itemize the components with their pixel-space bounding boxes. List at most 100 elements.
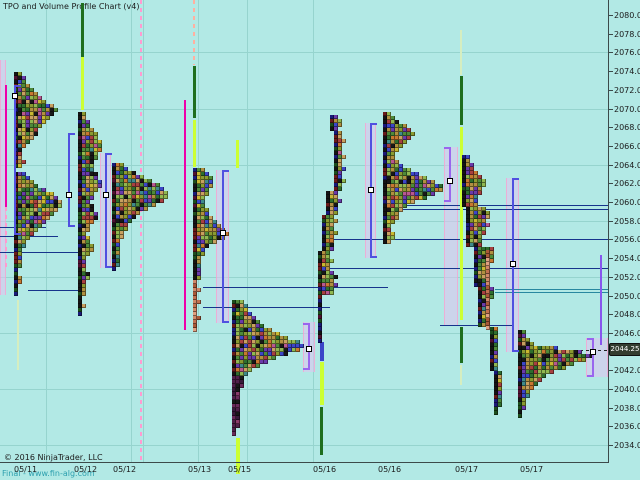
- tpo-cell: [116, 243, 120, 247]
- session-range-line[interactable]: [320, 407, 323, 455]
- tpo-cell: [42, 216, 46, 220]
- session-range-line[interactable]: [236, 438, 240, 474]
- session-range-line[interactable]: [460, 76, 463, 125]
- tpo-cell: [431, 180, 435, 184]
- tpo-cell: [201, 180, 205, 184]
- tpo-cell: [34, 192, 38, 196]
- naked-level-ray[interactable]: [440, 325, 512, 326]
- tpo-cell: [383, 228, 387, 232]
- session-range-line[interactable]: [193, 66, 196, 118]
- tpo-cell: [94, 140, 98, 144]
- tpo-cell: [22, 84, 26, 88]
- tpo-cell: [387, 216, 391, 220]
- tpo-cell: [395, 148, 399, 152]
- naked-level-ray[interactable]: [390, 208, 608, 210]
- price-tick-label: 2056.00: [614, 235, 640, 245]
- tpo-cell: [78, 232, 82, 236]
- tpo-cell: [112, 207, 116, 211]
- tpo-cell: [318, 327, 322, 331]
- session-range-line[interactable]: [460, 327, 463, 363]
- bracket-midpoint-marker[interactable]: [306, 346, 312, 352]
- tpo-cell: [236, 300, 240, 304]
- tpo-cell: [232, 408, 236, 412]
- tpo-cell: [26, 88, 30, 92]
- tpo-cell: [78, 172, 82, 176]
- naked-level-ray[interactable]: [327, 268, 608, 269]
- price-tick-label: 2072.00: [614, 85, 640, 95]
- session-range-line[interactable]: [320, 342, 324, 361]
- tpo-cell: [140, 187, 144, 191]
- naked-level-ray[interactable]: [28, 290, 82, 291]
- bracket-midpoint-marker[interactable]: [103, 192, 109, 198]
- tpo-cell: [427, 188, 431, 192]
- tpo-cell: [244, 340, 248, 344]
- tpo-cell: [116, 207, 120, 211]
- tpo-cell: [197, 228, 201, 232]
- session-range-line[interactable]: [184, 100, 186, 330]
- tpo-cell: [78, 120, 82, 124]
- tpo-cell: [30, 192, 34, 196]
- price-tick: [608, 220, 613, 222]
- bracket-midpoint-marker[interactable]: [12, 93, 18, 99]
- bracket-midpoint-marker[interactable]: [447, 178, 453, 184]
- naked-level-ray[interactable]: [0, 252, 81, 253]
- value-area-ray[interactable]: [495, 288, 608, 290]
- session-range-line[interactable]: [193, 0, 195, 65]
- bracket-midpoint-marker[interactable]: [368, 187, 374, 193]
- tpo-cell: [415, 192, 419, 196]
- session-range-line[interactable]: [600, 255, 602, 345]
- tpo-cell: [54, 196, 58, 200]
- tpo-cell: [534, 382, 538, 386]
- tpo-cell: [391, 164, 395, 168]
- session-range-line[interactable]: [140, 0, 142, 462]
- session-range-line[interactable]: [460, 365, 462, 385]
- tpo-cell: [478, 183, 482, 187]
- session-range-line[interactable]: [320, 362, 324, 405]
- tpo-cell: [78, 200, 82, 204]
- naked-level-ray[interactable]: [390, 205, 608, 206]
- bracket-midpoint-marker[interactable]: [590, 349, 596, 355]
- tpo-cell: [236, 344, 240, 348]
- tpo-cell: [50, 208, 54, 212]
- tpo-cell: [232, 356, 236, 360]
- session-range-line[interactable]: [81, 57, 84, 110]
- tpo-cell: [152, 191, 156, 195]
- tpo-cell: [86, 128, 90, 132]
- tpo-cell: [82, 304, 86, 308]
- tpo-cell: [252, 320, 256, 324]
- tpo-cell: [411, 196, 415, 200]
- tpo-cell: [399, 144, 403, 148]
- tpo-cell: [318, 307, 322, 311]
- session-range-line[interactable]: [81, 3, 84, 57]
- session-range-line[interactable]: [193, 120, 196, 167]
- session-range-line[interactable]: [5, 85, 7, 207]
- session-range-line[interactable]: [5, 207, 7, 268]
- tpo-cell: [86, 248, 90, 252]
- naked-level-ray[interactable]: [203, 287, 388, 288]
- tpo-cell: [128, 211, 132, 215]
- tpo-cell: [272, 340, 276, 344]
- tpo-cell: [86, 148, 90, 152]
- tpo-cell: [140, 207, 144, 211]
- tpo-cell: [82, 220, 86, 224]
- bracket-midpoint-marker[interactable]: [220, 230, 226, 236]
- tpo-cell: [415, 172, 419, 176]
- bracket-midpoint-marker[interactable]: [510, 261, 516, 267]
- tpo-cell: [128, 207, 132, 211]
- tpo-cell: [403, 188, 407, 192]
- session-range-line[interactable]: [460, 127, 463, 320]
- session-range-line[interactable]: [17, 300, 19, 370]
- session-range-line[interactable]: [236, 140, 239, 168]
- bracket-line: [449, 147, 451, 202]
- session-range-line[interactable]: [460, 30, 462, 75]
- tpo-cell: [322, 271, 326, 275]
- tpo-cell: [318, 263, 322, 267]
- naked-level-ray[interactable]: [203, 307, 330, 308]
- tpo-cell: [82, 204, 86, 208]
- tpo-cell: [26, 200, 30, 204]
- tpo-cell: [236, 312, 240, 316]
- tpo-cell: [82, 276, 86, 280]
- value-area-ray[interactable]: [495, 292, 608, 293]
- bracket-midpoint-marker[interactable]: [66, 192, 72, 198]
